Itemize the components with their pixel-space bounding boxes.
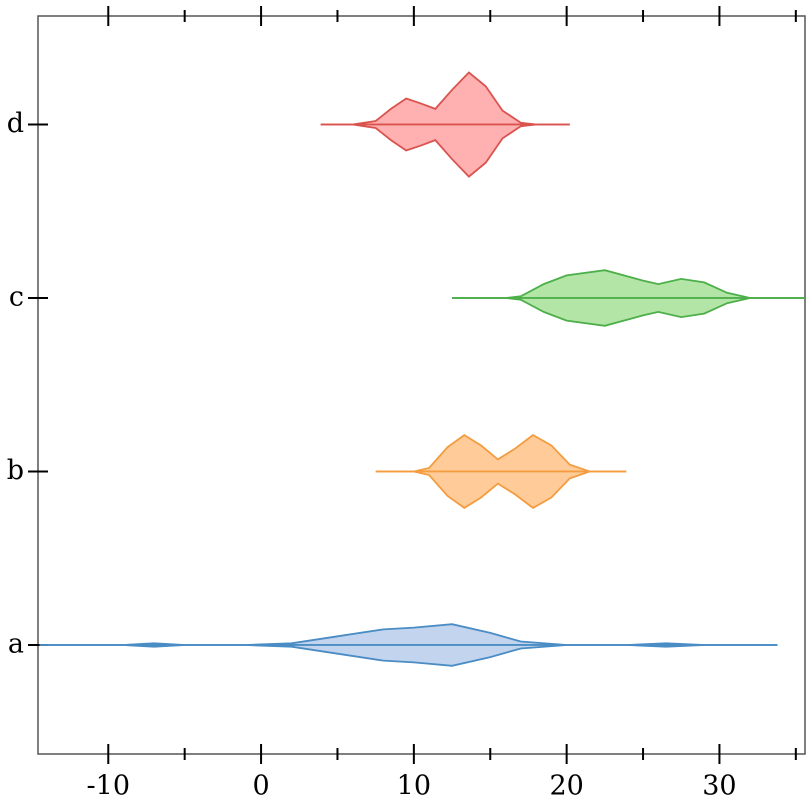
x-tick-label: 20 xyxy=(549,771,583,802)
y-tick-label: d xyxy=(7,108,24,139)
violin-half xyxy=(452,269,805,299)
x-tick-label: 30 xyxy=(702,771,736,802)
violin-half xyxy=(320,123,570,178)
y-tick-label: b xyxy=(7,455,24,486)
x-tick-label: 0 xyxy=(252,771,269,802)
plot-frame xyxy=(37,15,806,755)
violin-half xyxy=(375,434,627,473)
violin-half xyxy=(320,71,570,126)
violin-half xyxy=(452,297,805,327)
violin-half xyxy=(39,623,778,646)
y-tick-label: a xyxy=(8,629,24,660)
y-tick-label: c xyxy=(9,282,24,313)
x-tick-label: -10 xyxy=(87,771,130,802)
violin-half xyxy=(375,470,627,509)
violin-half xyxy=(39,644,778,667)
x-tick-label: 10 xyxy=(397,771,431,802)
